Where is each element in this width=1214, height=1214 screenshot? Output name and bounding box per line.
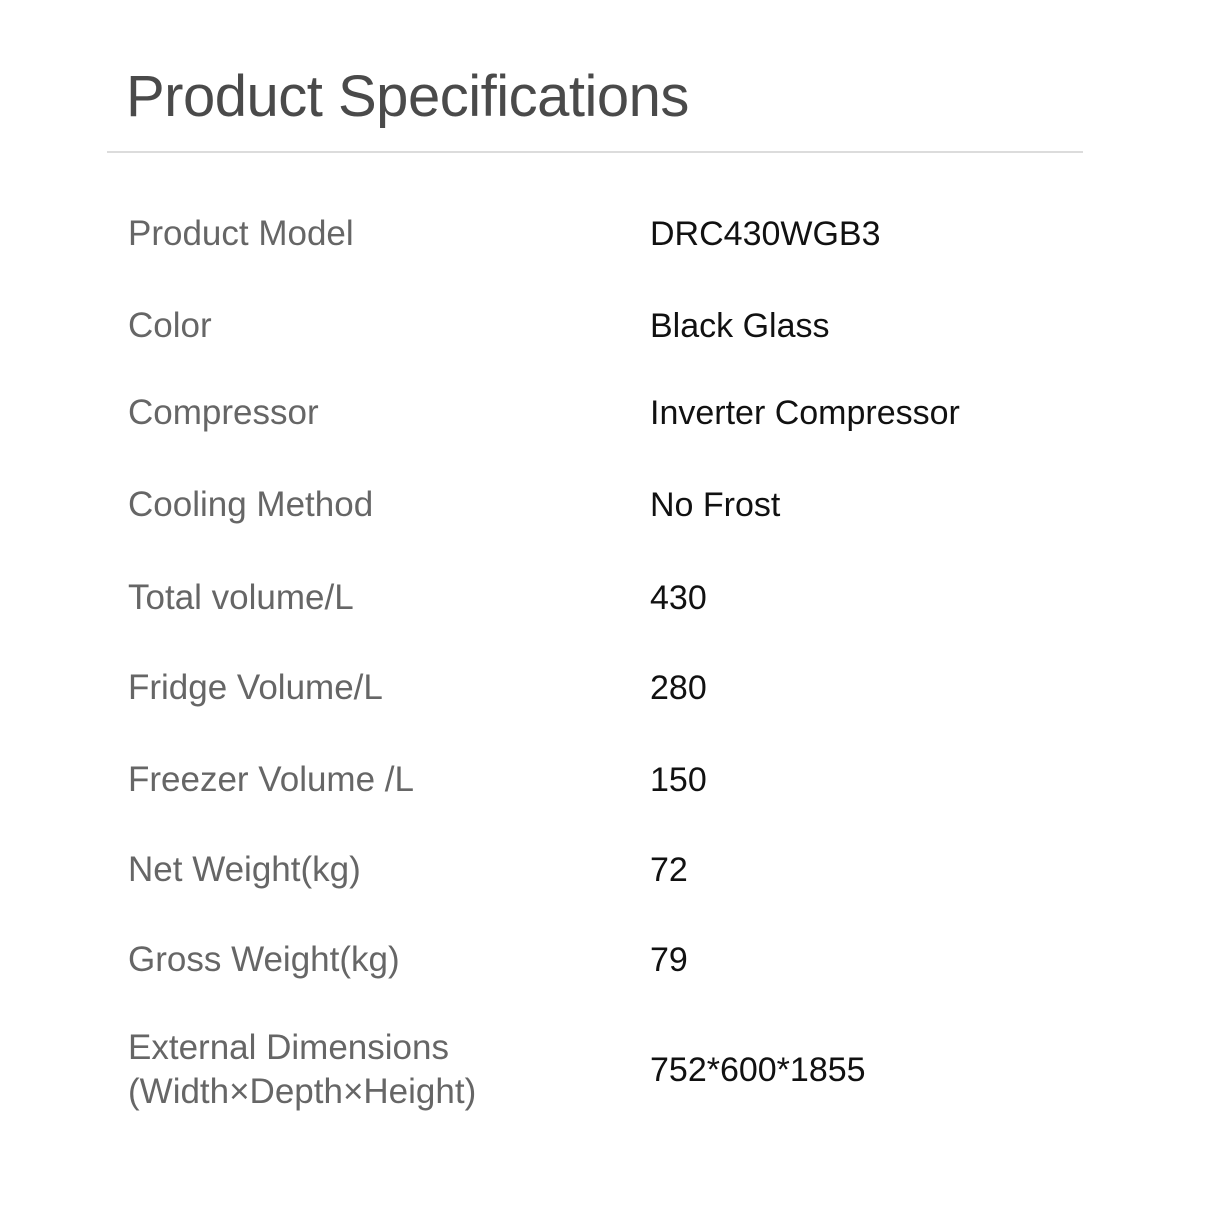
spec-value: 430 [650, 579, 707, 617]
spec-value: DRC430WGB3 [650, 215, 881, 253]
spec-label: Fridge Volume/L [128, 668, 383, 707]
spec-label: Cooling Method [128, 485, 374, 524]
spec-value: 79 [650, 941, 688, 979]
spec-label: Gross Weight(kg) [128, 940, 400, 979]
spec-label: Product Model [128, 214, 354, 253]
page-title: Product Specifications [126, 64, 689, 129]
spec-label: Total volume/L [128, 578, 354, 617]
spec-value: 72 [650, 851, 688, 889]
spec-label: Color [128, 306, 212, 345]
spec-label-line1: External Dimensions [128, 1028, 449, 1067]
spec-label: External Dimensions (Width×Depth×Height) [128, 1026, 476, 1114]
spec-label: Freezer Volume /L [128, 760, 414, 799]
spec-value: 752*600*1855 [650, 1051, 866, 1089]
spec-label-line2: (Width×Depth×Height) [128, 1072, 477, 1111]
divider [107, 151, 1083, 153]
spec-value: Inverter Compressor [650, 394, 960, 432]
spec-label: Net Weight(kg) [128, 850, 361, 889]
spec-label: Compressor [128, 393, 319, 432]
spec-value: 280 [650, 669, 707, 707]
spec-value: No Frost [650, 486, 781, 524]
spec-value: 150 [650, 761, 707, 799]
spec-value: Black Glass [650, 307, 830, 345]
